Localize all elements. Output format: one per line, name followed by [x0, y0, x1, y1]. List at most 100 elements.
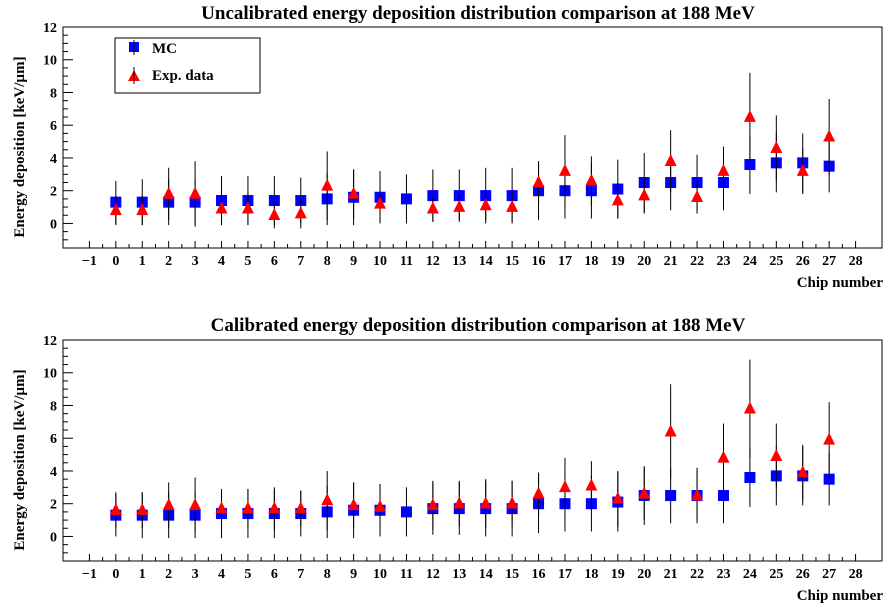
exp-data-point [558, 480, 571, 493]
exp-data-point [294, 206, 307, 219]
x-tick-label: 24 [743, 254, 757, 269]
y-tick-label: 10 [43, 367, 57, 382]
y-tick-label: 12 [43, 21, 57, 36]
y-tick-label: 6 [50, 119, 57, 134]
x-tick-label: 2 [165, 254, 172, 269]
y-tick-label: 12 [43, 334, 57, 349]
x-tick-label: 13 [452, 254, 466, 269]
exp-data-point [189, 498, 202, 511]
x-tick-label: 20 [637, 254, 651, 269]
x-tick-label: 9 [350, 567, 357, 582]
exp-data-point [347, 186, 360, 199]
exp-data-point [374, 196, 387, 209]
x-tick-label: 2 [165, 567, 172, 582]
chart-title: Uncalibrated energy deposition distribut… [201, 3, 755, 24]
x-tick-label: 7 [297, 254, 304, 269]
exp-data-point [215, 501, 228, 514]
exp-data-point [453, 199, 466, 212]
exp-data-point [691, 190, 704, 203]
exp-data-point [162, 498, 175, 511]
y-tick-label: 0 [50, 530, 57, 545]
mc-data-point [268, 195, 280, 207]
x-tick-label: 10 [373, 567, 387, 582]
y-axis-label: Energy deposition [keV/µm] [12, 369, 28, 550]
exp-data-point [638, 188, 651, 201]
exp-data-point [717, 450, 730, 463]
exp-data-point [664, 154, 677, 167]
x-tick-label: 5 [244, 567, 251, 582]
exp-data-point [189, 186, 202, 199]
legend-mc-label: MC [152, 41, 177, 57]
x-tick-label: 17 [558, 254, 572, 269]
plot-frame [62, 339, 883, 562]
exp-data-point [162, 186, 175, 199]
x-tick-label: 28 [849, 567, 863, 582]
exp-data-point [374, 499, 387, 512]
exp-data-point [823, 432, 836, 445]
exp-data-point [823, 129, 836, 142]
x-tick-label: 19 [611, 567, 625, 582]
mc-data-point [744, 472, 756, 484]
exp-data-point [664, 424, 677, 437]
x-tick-label: 19 [611, 254, 625, 269]
x-tick-label: 27 [822, 567, 836, 582]
y-tick-label: 2 [50, 498, 57, 513]
exp-data-point [611, 491, 624, 504]
x-tick-label: 13 [452, 567, 466, 582]
exp-data-point [321, 493, 334, 506]
exp-data-point [136, 503, 149, 516]
mc-data-point [400, 506, 412, 518]
exp-data-point [215, 201, 228, 214]
exp-data-point [532, 486, 545, 499]
x-tick-label: 4 [218, 567, 225, 582]
x-tick-label: 3 [192, 567, 199, 582]
exp-data-point [796, 163, 809, 176]
y-tick-label: 2 [50, 185, 57, 200]
exp-data-point [532, 175, 545, 188]
x-tick-label: 15 [505, 254, 519, 269]
exp-data-point [743, 401, 756, 414]
calibrated-chart-panel: Calibrated energy deposition distributio… [12, 315, 883, 604]
exp-data-point [717, 163, 730, 176]
x-tick-label: 12 [426, 254, 440, 269]
mc-data-point [823, 473, 835, 485]
x-tick-label: 27 [822, 254, 836, 269]
exp-data-point [743, 109, 756, 122]
x-tick-label: 3 [192, 254, 199, 269]
exp-data-point [585, 478, 598, 491]
x-tick-label: 6 [271, 567, 278, 582]
x-tick-label: 25 [769, 254, 783, 269]
x-tick-label: 23 [716, 567, 730, 582]
exp-data-point [638, 486, 651, 499]
x-tick-label: 16 [532, 567, 546, 582]
x-tick-label: 1 [139, 567, 146, 582]
x-tick-label: 14 [479, 567, 493, 582]
x-tick-label: 8 [324, 567, 331, 582]
exp-data-point [347, 498, 360, 511]
x-tick-label: 7 [297, 567, 304, 582]
legend: MC Exp. data [114, 37, 261, 94]
exp-data-point [136, 203, 149, 216]
x-axis-label: Chip number [797, 275, 884, 291]
x-tick-label: 9 [350, 254, 357, 269]
exp-data-point [585, 173, 598, 186]
x-tick-label: 26 [796, 567, 810, 582]
exp-data-point [770, 449, 783, 462]
exp-data-point [691, 488, 704, 501]
exp-data-point [479, 198, 492, 211]
x-tick-label: 12 [426, 567, 440, 582]
exp-data-point [268, 501, 281, 514]
x-tick-label: 6 [271, 254, 278, 269]
exp-data-point [506, 496, 519, 509]
exp-data-point [558, 163, 571, 176]
exp-data-point [241, 501, 254, 514]
x-tick-label: 21 [664, 254, 678, 269]
x-tick-label: −1 [82, 567, 97, 582]
exp-data-point [796, 465, 809, 478]
y-tick-label: 0 [50, 217, 57, 232]
x-tick-label: 5 [244, 254, 251, 269]
exp-data-point [479, 496, 492, 509]
x-tick-label: 14 [479, 254, 493, 269]
y-tick-label: 6 [50, 432, 57, 447]
